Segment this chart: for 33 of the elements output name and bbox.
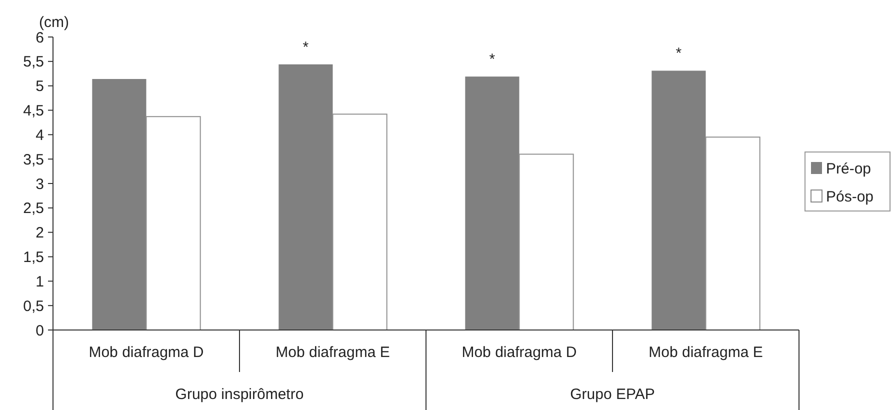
y-tick-label: 3,5 (23, 151, 44, 168)
y-tick-label: 4,5 (23, 102, 44, 120)
y-tick-label: 0,5 (23, 298, 44, 315)
text: Grupo inspirômetro (175, 386, 304, 403)
bar (465, 76, 520, 330)
y-tick-label: 3 (36, 176, 44, 193)
text: Grupo EPAP (570, 386, 655, 403)
bar (146, 116, 201, 330)
x-tick-label: Mob diafragma E (276, 344, 390, 361)
y-tick-label: 0 (36, 322, 44, 340)
y-tick-label: 1 (36, 273, 44, 290)
data-label: * (489, 51, 496, 68)
y-axis-title: (cm) (39, 14, 69, 31)
y-tick-label: 6 (36, 29, 44, 46)
y-tick-label: 2,5 (23, 200, 44, 218)
y-tick-label: 5 (36, 78, 44, 96)
legend-label: Pós-op (826, 188, 874, 206)
data-label: * (676, 45, 682, 62)
x-tick-label: Mob diafragma D (88, 344, 204, 361)
x-tick-label: Mob diafragma E (648, 344, 763, 361)
bar (705, 136, 760, 330)
bar (518, 154, 574, 330)
y-tick-label: 4 (36, 126, 44, 144)
bar (652, 70, 706, 330)
bar (92, 78, 146, 330)
y-tick-label: 2 (36, 224, 44, 242)
bar (332, 114, 388, 330)
y-tick-label: 1,5 (23, 249, 44, 266)
legend-label: Pré-op (826, 160, 872, 178)
bar (278, 64, 333, 330)
y-tick-label: 5,5 (23, 54, 44, 71)
data-label: * (302, 38, 309, 56)
x-tick-label: Mob diafragma D (462, 344, 577, 361)
